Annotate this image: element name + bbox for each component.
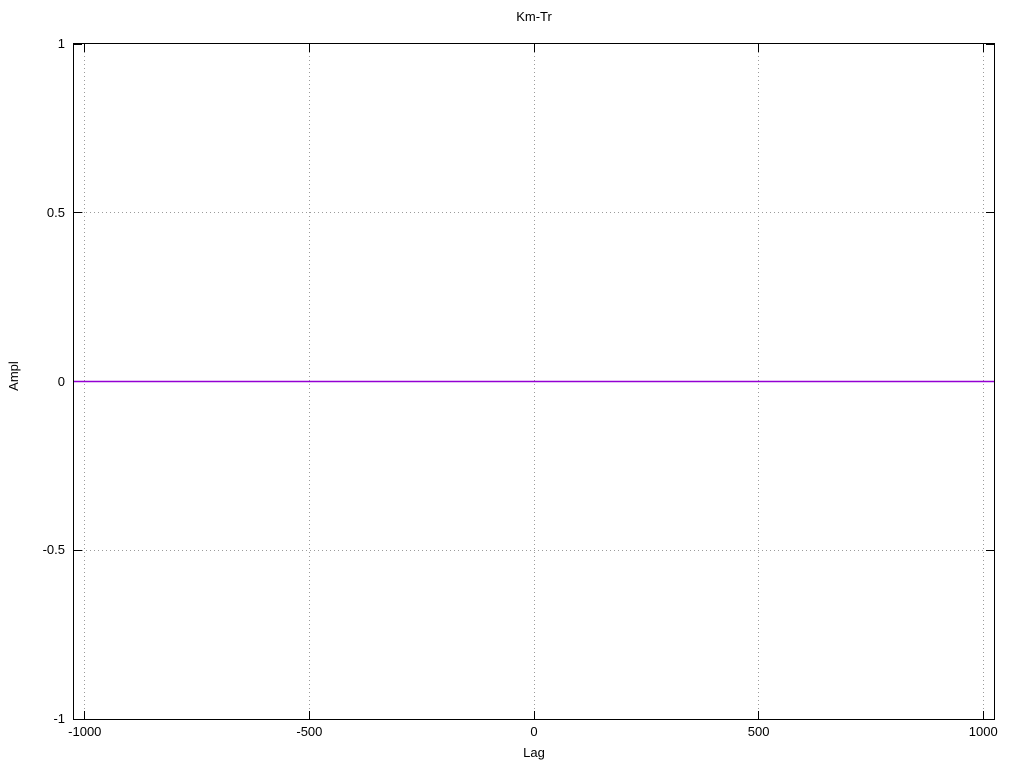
y-tick-mark (986, 212, 994, 214)
x-tick-label: -500 (296, 724, 323, 739)
x-tick-label: 1000 (968, 724, 998, 739)
grid-line-horizontal (74, 549, 994, 551)
x-tick-mark (84, 711, 86, 719)
y-tick-mark (74, 43, 82, 45)
y-tick-mark (986, 549, 994, 551)
x-axis-label: Lag (523, 745, 545, 760)
x-tick-label: 0 (530, 724, 538, 739)
y-tick-label: 0.5 (46, 204, 65, 220)
x-tick-mark (533, 711, 535, 719)
x-tick-mark (758, 711, 760, 719)
plot-area (73, 43, 995, 720)
y-tick-mark (74, 549, 82, 551)
x-tick-mark (982, 44, 984, 52)
x-tick-label: 500 (747, 724, 770, 739)
y-tick-label: -0.5 (42, 542, 65, 558)
y-tick-mark (986, 718, 994, 720)
x-tick-mark (982, 711, 984, 719)
y-tick-mark (986, 43, 994, 45)
chart-title: Km-Tr (516, 9, 552, 24)
y-tick-mark (74, 718, 82, 720)
y-tick-mark (74, 212, 82, 214)
x-tick-mark (758, 44, 760, 52)
y-tick-label: 0 (57, 373, 65, 389)
x-tick-mark (84, 44, 86, 52)
x-tick-mark (308, 711, 310, 719)
series-layer (74, 380, 994, 383)
grid-line-horizontal (74, 212, 994, 214)
x-tick-mark (533, 44, 535, 52)
x-tick-label: -1000 (68, 724, 102, 739)
y-tick-label: 1 (57, 36, 65, 51)
y-tick-label: -1 (53, 711, 65, 726)
x-tick-mark (308, 44, 310, 52)
